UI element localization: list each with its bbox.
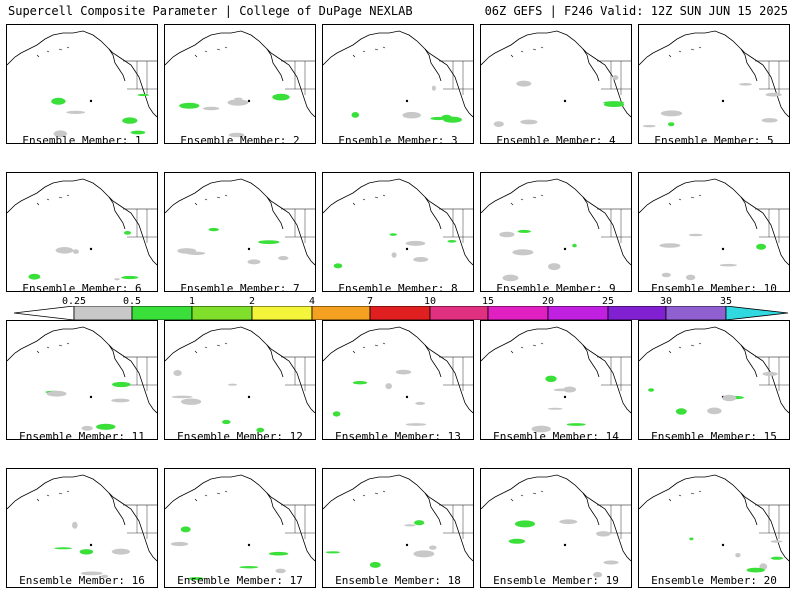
ensemble-member-label: Ensemble Member: 2: [180, 134, 300, 147]
ensemble-member-label: Ensemble Member: 8: [338, 282, 458, 295]
ensemble-member-label: Ensemble Member: 15: [651, 430, 777, 443]
colorbar-tick-label: 4: [308, 296, 316, 307]
ensemble-member-label: Ensemble Member: 13: [335, 430, 461, 443]
ensemble-map-panel: [164, 172, 316, 292]
page-title: Supercell Composite Parameter | College …: [8, 4, 413, 18]
colorbar-tick-label: 20: [541, 296, 555, 307]
ensemble-map-panel: [638, 468, 790, 588]
ensemble-member-label: Ensemble Member: 4: [496, 134, 616, 147]
ensemble-map-panel: [322, 24, 474, 144]
ensemble-map-panel: [6, 172, 158, 292]
ensemble-map-panel: [6, 320, 158, 440]
ensemble-map-panel: [638, 172, 790, 292]
ensemble-map-panel: [480, 320, 632, 440]
ensemble-member-label: Ensemble Member: 5: [654, 134, 774, 147]
colorbar: [14, 306, 788, 320]
ensemble-member-label: Ensemble Member: 19: [493, 574, 619, 587]
ensemble-member-label: Ensemble Member: 6: [22, 282, 142, 295]
ensemble-member-label: Ensemble Member: 20: [651, 574, 777, 587]
ensemble-map-panel: [638, 24, 790, 144]
ensemble-member-label: Ensemble Member: 1: [22, 134, 142, 147]
colorbar-tick-label: 25: [601, 296, 615, 307]
ensemble-member-label: Ensemble Member: 7: [180, 282, 300, 295]
ensemble-member-label: Ensemble Member: 18: [335, 574, 461, 587]
ensemble-map-panel: [6, 24, 158, 144]
colorbar-tick-label: 1: [188, 296, 196, 307]
ensemble-member-label: Ensemble Member: 14: [493, 430, 619, 443]
colorbar-tick-label: 10: [423, 296, 437, 307]
ensemble-map-panel: [6, 468, 158, 588]
ensemble-map-panel: [480, 172, 632, 292]
ensemble-map-panel: [164, 320, 316, 440]
ensemble-member-label: Ensemble Member: 16: [19, 574, 145, 587]
ensemble-member-label: Ensemble Member: 10: [651, 282, 777, 295]
ensemble-member-label: Ensemble Member: 9: [496, 282, 616, 295]
ensemble-map-panel: [322, 468, 474, 588]
ensemble-member-label: Ensemble Member: 11: [19, 430, 145, 443]
colorbar-tick-label: 15: [481, 296, 495, 307]
ensemble-member-label: Ensemble Member: 3: [338, 134, 458, 147]
ensemble-member-label: Ensemble Member: 12: [177, 430, 303, 443]
ensemble-map-panel: [322, 172, 474, 292]
ensemble-map-panel: [322, 320, 474, 440]
ensemble-map-panel: [480, 24, 632, 144]
colorbar-tick-label: 7: [366, 296, 374, 307]
ensemble-map-panel: [480, 468, 632, 588]
ensemble-map-panel: [164, 24, 316, 144]
colorbar-tick-label: 0.25: [61, 296, 87, 307]
run-info: 06Z GEFS | F246 Valid: 12Z SUN JUN 15 20…: [484, 4, 788, 18]
ensemble-member-label: Ensemble Member: 17: [177, 574, 303, 587]
ensemble-map-panel: [164, 468, 316, 588]
colorbar-tick-label: 0.5: [122, 296, 142, 307]
colorbar-tick-label: 2: [248, 296, 256, 307]
colorbar-tick-label: 35: [719, 296, 733, 307]
ensemble-map-panel: [638, 320, 790, 440]
colorbar-tick-label: 30: [659, 296, 673, 307]
